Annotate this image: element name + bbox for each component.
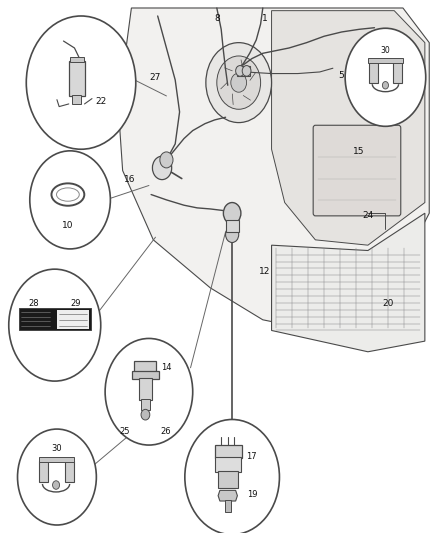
Circle shape xyxy=(223,203,241,224)
Circle shape xyxy=(206,43,272,123)
Circle shape xyxy=(141,409,150,420)
Text: 16: 16 xyxy=(124,175,135,184)
Circle shape xyxy=(185,419,279,533)
Text: 29: 29 xyxy=(71,300,81,308)
Bar xyxy=(70,57,84,62)
Bar xyxy=(141,399,150,410)
Bar xyxy=(132,371,159,379)
Circle shape xyxy=(53,481,60,489)
Circle shape xyxy=(217,56,261,109)
Bar xyxy=(139,378,152,400)
Bar xyxy=(72,95,81,104)
Text: 5: 5 xyxy=(338,71,344,80)
Bar xyxy=(237,66,250,76)
Polygon shape xyxy=(218,490,237,501)
FancyBboxPatch shape xyxy=(313,125,401,216)
Bar xyxy=(69,61,85,96)
Bar xyxy=(225,500,231,512)
Text: 24: 24 xyxy=(362,212,374,220)
Bar xyxy=(218,471,238,488)
Text: 10: 10 xyxy=(62,221,74,230)
Polygon shape xyxy=(272,213,425,352)
Text: 26: 26 xyxy=(160,427,171,436)
Bar xyxy=(226,220,239,232)
Bar xyxy=(65,461,74,482)
Bar xyxy=(368,58,403,63)
Text: 15: 15 xyxy=(353,148,365,156)
Bar xyxy=(39,461,48,482)
Polygon shape xyxy=(118,8,429,330)
Polygon shape xyxy=(272,11,425,245)
Circle shape xyxy=(160,152,173,168)
Circle shape xyxy=(152,156,172,180)
Circle shape xyxy=(226,227,239,243)
Text: 25: 25 xyxy=(120,427,130,436)
Bar xyxy=(369,62,378,83)
Bar xyxy=(57,310,89,329)
Circle shape xyxy=(231,73,247,92)
Circle shape xyxy=(242,66,251,76)
Circle shape xyxy=(105,338,193,445)
Circle shape xyxy=(382,82,389,89)
Bar xyxy=(215,445,242,458)
Text: 19: 19 xyxy=(247,490,257,498)
Text: 17: 17 xyxy=(247,453,257,461)
Text: 20: 20 xyxy=(382,300,393,308)
Circle shape xyxy=(345,28,426,126)
Circle shape xyxy=(18,429,96,525)
Ellipse shape xyxy=(52,183,84,206)
Text: 22: 22 xyxy=(95,97,106,106)
Text: 1: 1 xyxy=(262,14,268,23)
Bar xyxy=(39,457,74,462)
Ellipse shape xyxy=(57,188,79,201)
Circle shape xyxy=(9,269,101,381)
Bar xyxy=(215,457,241,472)
Circle shape xyxy=(236,66,244,76)
Circle shape xyxy=(30,151,110,249)
Text: 12: 12 xyxy=(259,268,271,276)
Text: 27: 27 xyxy=(150,73,161,82)
Text: 30: 30 xyxy=(381,46,390,55)
Text: 14: 14 xyxy=(161,364,172,372)
Bar xyxy=(19,308,91,330)
Text: 8: 8 xyxy=(214,14,220,23)
Bar xyxy=(134,361,156,372)
Text: 28: 28 xyxy=(28,300,39,308)
Circle shape xyxy=(26,16,136,149)
Bar xyxy=(393,62,402,83)
Text: 30: 30 xyxy=(52,445,62,453)
